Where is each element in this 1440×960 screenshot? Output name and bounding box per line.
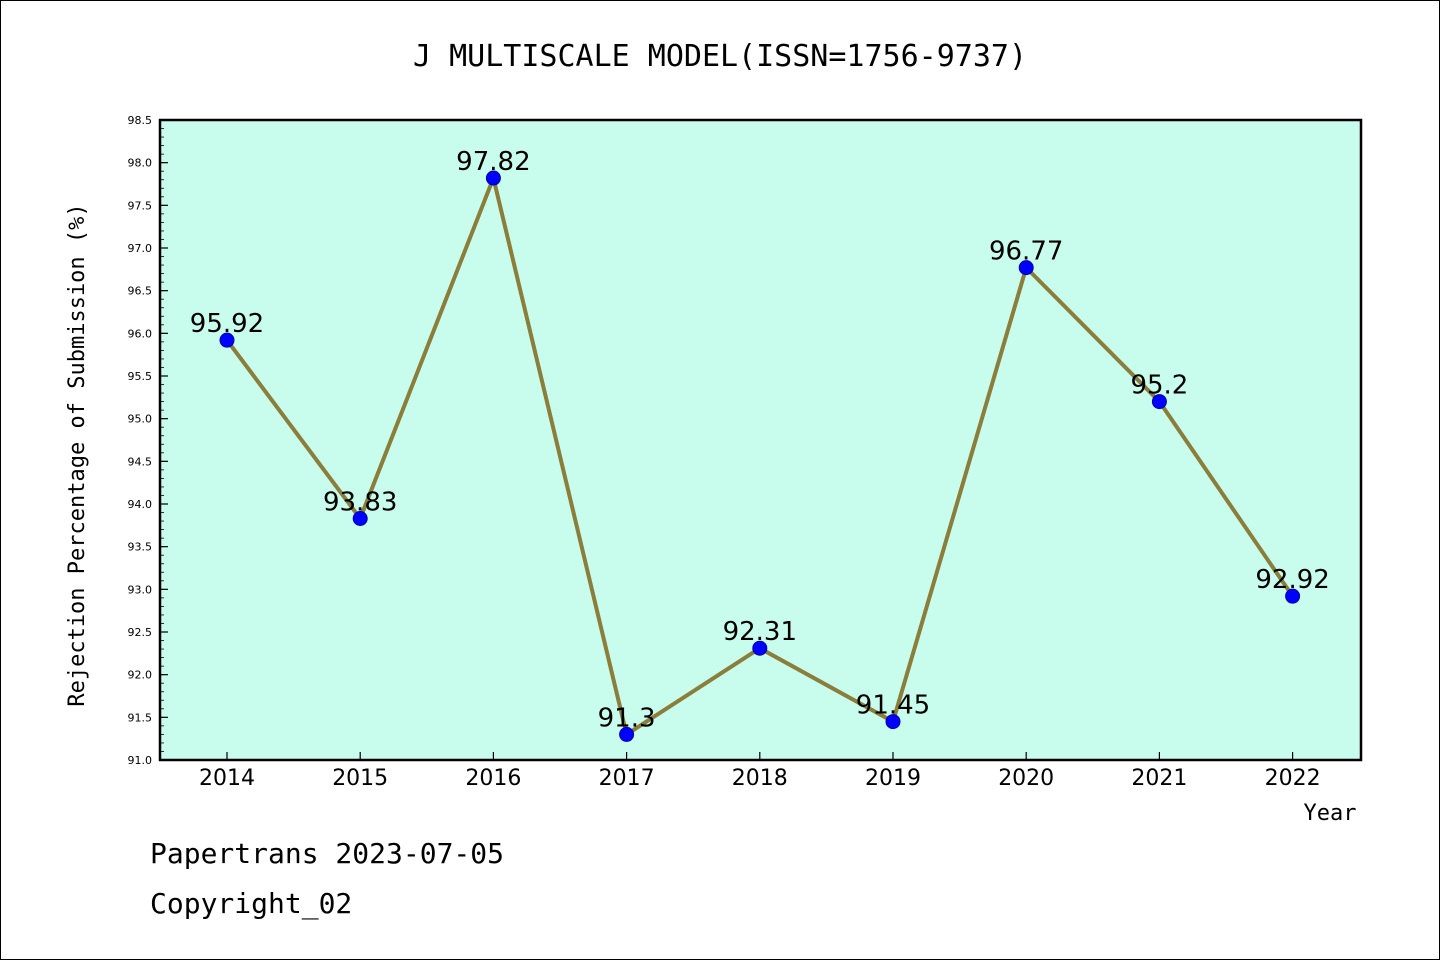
data-label: 93.83	[323, 488, 397, 518]
x-tick-label: 2021	[1131, 766, 1187, 791]
data-label: 91.3	[598, 703, 656, 733]
data-point	[1018, 260, 1034, 276]
y-tick-label: 94.0	[128, 498, 153, 511]
chart-title: J MULTISCALE MODEL(ISSN=1756-9737)	[413, 39, 1027, 74]
data-label: 97.82	[456, 147, 530, 177]
y-tick-label: 92.5	[128, 626, 153, 639]
data-point	[752, 640, 768, 656]
y-tick-label: 91.0	[128, 754, 153, 767]
data-label: 96.77	[989, 237, 1063, 267]
data-label: 92.92	[1255, 565, 1329, 595]
footer-copyright: Copyright_02	[150, 887, 352, 921]
footer-date: Papertrans 2023-07-05	[150, 837, 504, 870]
x-tick-label: 2019	[865, 766, 921, 791]
y-tick-label: 97.5	[128, 199, 153, 212]
data-point	[352, 511, 368, 527]
data-point	[219, 332, 235, 348]
data-label: 92.31	[723, 617, 797, 647]
y-axis: 91.0 91.5 92.0 92.5 93.0 93.5 94.0 94.5 95.0 95.5…	[128, 114, 168, 767]
x-tick-label: 2014	[199, 766, 255, 791]
data-point	[619, 726, 635, 742]
x-tick-label: 2015	[332, 766, 388, 791]
data-label: 91.45	[856, 691, 930, 721]
y-tick-label: 96.5	[128, 285, 153, 298]
plot-area	[158, 118, 1363, 762]
y-tick-label: 93.5	[128, 541, 153, 554]
data-point	[885, 714, 901, 730]
x-tick-label: 2020	[998, 766, 1054, 791]
y-tick-label: 91.5	[128, 711, 153, 724]
x-tick-label: 2016	[465, 766, 521, 791]
y-tick-label: 98.5	[128, 114, 153, 127]
y-tick-label: 95.5	[128, 370, 153, 383]
data-point	[1151, 394, 1167, 410]
data-point	[485, 170, 501, 186]
y-axis-label: Rejection Percentage of Submission (%)	[65, 203, 90, 706]
y-tick-label: 95.0	[128, 413, 153, 426]
x-axis-label: Year	[1304, 801, 1357, 826]
x-tick-label: 2018	[732, 766, 788, 791]
y-tick-label: 92.0	[128, 669, 153, 682]
y-tick-label: 98.0	[128, 157, 153, 170]
series-markers	[219, 170, 1301, 742]
x-tick-label: 2017	[599, 766, 655, 791]
y-tick-label: 97.0	[128, 242, 153, 255]
data-label: 95.92	[190, 309, 264, 339]
data-label: 95.2	[1130, 371, 1188, 401]
y-tick-label: 93.0	[128, 583, 153, 596]
y-tick-label: 94.5	[128, 455, 153, 468]
y-tick-label: 96.0	[128, 327, 153, 340]
x-axis: 2014 2015 2016 2017 2018 2019 2020 2021 2022	[199, 752, 1321, 791]
data-labels: 95.92 93.83 97.82 91.3 92.31 91.45 96.77 95.2 92…	[190, 147, 1330, 733]
x-tick-label: 2022	[1265, 766, 1321, 791]
data-point	[1285, 588, 1301, 604]
